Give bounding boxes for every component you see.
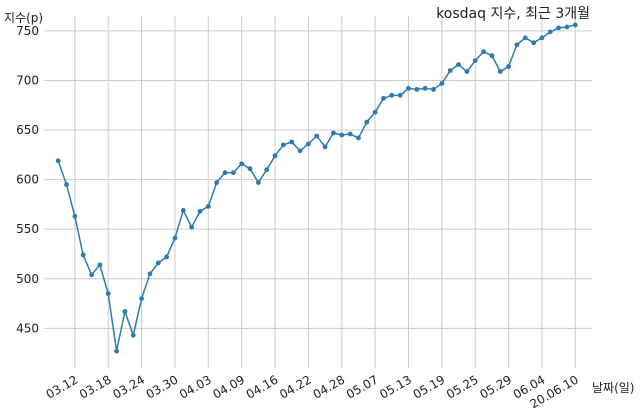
data-point (489, 53, 495, 59)
data-point (205, 203, 211, 209)
y-tick-label: 700 (16, 73, 39, 87)
data-point (147, 271, 153, 277)
data-point (447, 68, 453, 73)
data-point (522, 35, 528, 41)
data-point (331, 130, 336, 136)
data-point (389, 92, 395, 98)
data-point (406, 85, 411, 91)
data-point (289, 139, 295, 145)
y-axis-ticks: 450 500 550 600 650 700 750 (16, 24, 39, 335)
data-point (481, 49, 486, 55)
data-point (514, 42, 520, 48)
data-point (572, 22, 578, 28)
x-tick-label: 03.24 (110, 372, 147, 401)
data-point (172, 235, 178, 241)
data-point (306, 141, 311, 147)
data-point (80, 252, 86, 258)
x-tick-label: 03.30 (144, 372, 181, 401)
x-tick-label: 04.28 (311, 372, 348, 401)
data-point (381, 95, 386, 101)
data-point (139, 296, 144, 301)
data-point (397, 92, 403, 98)
data-point (264, 167, 270, 173)
data-point (180, 207, 186, 213)
data-point (531, 40, 537, 46)
data-point (472, 58, 478, 64)
y-tick-label: 750 (16, 24, 39, 38)
data-point (89, 272, 94, 278)
y-tick-label: 600 (16, 173, 39, 187)
data-point (155, 260, 161, 266)
data-point (55, 158, 61, 164)
data-point (189, 224, 195, 230)
x-axis-ticks: 03.1203.1803.2403.3004.0304.0904.1604.22… (44, 372, 581, 411)
data-point (314, 133, 320, 139)
data-point (506, 64, 511, 69)
data-point (372, 109, 378, 115)
data-point (431, 86, 436, 92)
data-point (464, 69, 470, 74)
data-point (164, 254, 170, 260)
data-point (130, 332, 136, 338)
data-point (197, 208, 203, 214)
y-axis-label: 지수(p) (4, 11, 43, 25)
data-point (364, 119, 370, 125)
data-point (255, 180, 261, 185)
chart-title: kosdaq 지수, 최근 3개월 (436, 6, 590, 22)
x-tick-label: 05.19 (411, 372, 448, 401)
grid (44, 16, 592, 368)
data-point (547, 29, 553, 35)
data-point (222, 170, 228, 176)
x-tick-label: 04.09 (210, 372, 247, 401)
x-tick-label: 04.16 (244, 372, 281, 401)
series-line (57, 24, 576, 352)
data-point (297, 148, 303, 154)
x-axis-label: 날짜(일) (592, 381, 634, 395)
data-point (456, 62, 461, 67)
data-point (114, 348, 119, 354)
data-point (497, 69, 503, 74)
data-point (339, 132, 345, 138)
data-point (422, 85, 428, 91)
data-point (356, 135, 361, 141)
x-tick-label: 04.03 (177, 372, 214, 401)
x-tick-label: 05.29 (477, 372, 514, 401)
x-tick-label: 04.22 (277, 372, 314, 401)
data-point (539, 35, 545, 41)
data-points (55, 22, 578, 354)
y-tick-label: 450 (16, 321, 39, 335)
x-tick-label: 05.07 (344, 372, 381, 401)
data-point (97, 262, 103, 268)
data-point (72, 213, 78, 219)
y-tick-label: 650 (16, 123, 39, 137)
data-point (122, 309, 128, 314)
data-point (247, 166, 253, 172)
x-tick-label: 05.25 (444, 372, 481, 401)
x-tick-label: 03.12 (44, 372, 81, 401)
data-point (414, 86, 420, 92)
data-point (214, 180, 220, 185)
x-tick-label: 03.18 (77, 372, 114, 401)
data-point (272, 153, 278, 159)
data-point (322, 144, 328, 150)
data-point (239, 161, 245, 167)
y-tick-label: 550 (16, 222, 39, 236)
data-point (280, 142, 286, 148)
x-tick-label: 05.13 (377, 372, 414, 401)
data-point (230, 170, 236, 176)
data-point (64, 182, 69, 187)
data-point (439, 81, 445, 86)
data-point (347, 131, 353, 137)
data-point (105, 291, 111, 297)
data-point (564, 24, 570, 30)
y-tick-label: 500 (16, 272, 39, 286)
data-point (556, 25, 562, 31)
